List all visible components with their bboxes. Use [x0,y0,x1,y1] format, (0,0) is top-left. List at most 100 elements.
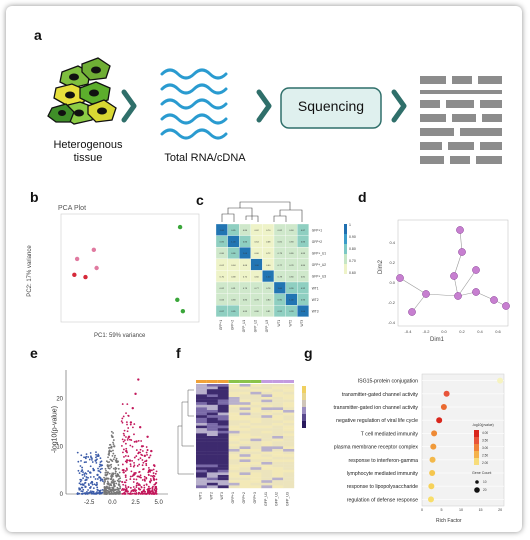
volcano-point [143,454,147,458]
heatmap-cell [250,480,262,483]
heatmap-cell [206,446,218,450]
heatmap-cell [206,464,218,468]
heatmap-cell [283,397,295,400]
enrichment-term-label: ISG15-protein conjugation [358,379,418,385]
volcano-point [123,429,126,432]
network-node [490,296,498,304]
heatmap-cell [206,415,218,418]
heatmap-cell [250,423,262,426]
heatmap-cell [196,469,208,473]
heatmap-cell [228,456,240,460]
heatmap-cell [283,412,295,416]
heatmap-cell [239,459,251,463]
pca-point [180,308,186,314]
volcano-point [129,475,132,478]
volcano-point [133,433,135,436]
heatmap-cell [206,485,218,489]
volcano-point [90,491,93,494]
volcano-point [147,485,150,488]
panel-label-g: g [304,345,313,361]
enrichment-plot: ISG15-protein conjugation transmitter-gat… [334,373,505,512]
volcano-point [108,452,111,455]
enrichment-point [443,390,450,397]
volcano-point [106,464,109,467]
volcano-point [108,467,111,470]
volcano-point [123,456,125,458]
heatmap-cell [196,428,208,431]
volcano-point [141,450,144,452]
volcano-point [133,440,136,443]
heatmap-cell [217,462,229,465]
heatmap-cell [283,454,295,457]
heatmap-cell [250,425,262,429]
volcano-point [143,490,145,492]
heatmap-cell-value: 0.82 [220,288,225,290]
volcano-point [148,492,150,494]
heatmap-cell [239,464,251,468]
volcano-point [109,492,112,495]
volcano-point [107,477,110,480]
volcano-point [97,489,99,492]
volcano-point [134,490,137,493]
heatmap-cell [283,420,295,424]
volcano-point [79,478,82,481]
network-xlabel: Dim1 [430,337,445,343]
heatmap-cell [228,443,240,447]
volcano-point [132,481,135,483]
volcano-point [83,473,86,475]
heatmap-cell [272,428,284,431]
heatmap-cell [228,410,240,413]
heatmap-cell [250,472,262,476]
volcano-point [153,488,156,491]
volcano-point [145,483,148,486]
volcano-point [114,459,118,462]
heatmap-cell [261,384,273,387]
volcano-point [139,493,142,495]
volcano-point [108,447,110,449]
volcano-point [112,449,114,452]
heatmap-cell [206,397,218,400]
volcano-point [101,491,104,494]
heatmap-cell [283,443,295,447]
heatmap-cell [283,417,295,421]
volcano-point [133,488,136,490]
volcano-point [88,471,92,474]
heatmap-cell [261,477,273,481]
volcano-point [122,483,125,486]
heatmap-cell [250,433,262,437]
heatmap-cell [261,389,273,392]
heatmap-cell-value: 1.00 [231,242,236,244]
heatmap-cell-value: 1.00 [266,276,271,278]
heatmap-cell [228,412,240,416]
sequencing-box [280,87,382,129]
heatmap-legend-tick: 0.60 [349,271,356,275]
heatmap-cell [283,391,295,395]
heatmap-col-label: WT2 [288,320,292,327]
enrichment-xtick: 5 [441,508,443,512]
volcano-point [124,474,127,477]
heatmap-cell [283,410,295,413]
heatmap-cell [283,446,295,450]
heatmap-cell [261,469,273,473]
volcano-point [143,486,146,489]
heatmap-col-label: GFP+2 [242,492,246,504]
enrichment-legend-tick: 3.50 [482,439,488,443]
volcano-point [108,461,111,463]
volcano-point [137,458,140,461]
volcano-point [145,464,148,467]
volcano-point [93,483,96,486]
volcano-point [127,435,131,438]
heatmap-cell [239,438,251,442]
heatmap-cell [250,443,262,447]
enrichment-point [427,496,434,503]
network-edge [453,251,463,277]
pca-point [175,297,180,303]
volcano-point [145,462,148,465]
volcano-point [111,460,114,463]
heatmap-cell [217,384,229,387]
heatmap-cell [250,441,262,444]
volcano-point [88,484,90,487]
heatmap-cell [217,404,229,408]
heatmap-cell [206,402,218,405]
volcano-point [108,454,111,456]
